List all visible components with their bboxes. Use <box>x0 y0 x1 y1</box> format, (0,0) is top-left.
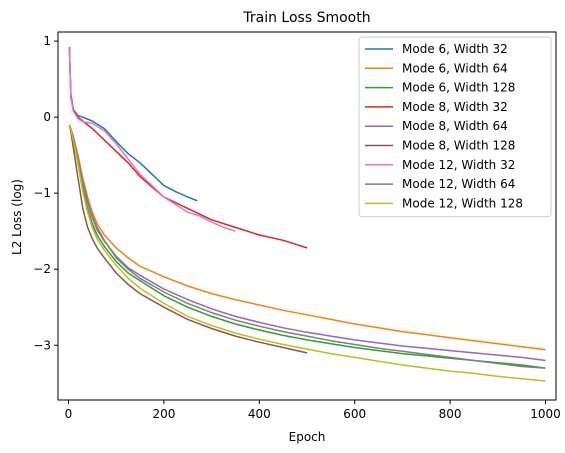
legend-entry: Mode 6, Width 128 <box>402 81 515 95</box>
series-line-9 <box>68 124 546 382</box>
legend-entry: Mode 12, Width 32 <box>402 158 515 172</box>
y-tick-label: −2 <box>33 262 51 276</box>
legend-entry: Mode 8, Width 64 <box>402 119 508 133</box>
x-tick-label: 1000 <box>530 407 561 421</box>
legend-box <box>358 36 552 218</box>
x-axis-label: Epoch <box>289 430 326 444</box>
series-line-3 <box>68 124 546 369</box>
series-line-2 <box>68 124 546 351</box>
series-line-7 <box>68 48 236 232</box>
legend-entry: Mode 8, Width 128 <box>402 139 515 153</box>
y-axis-label: L2 Loss (log) <box>10 179 24 255</box>
y-axis-ticks: 1 0 −1 −2 −3 <box>33 34 58 352</box>
legend-entry: Mode 6, Width 64 <box>402 61 508 75</box>
legend-entry: Mode 6, Width 32 <box>402 42 508 56</box>
x-tick-label: 800 <box>439 407 462 421</box>
plot-area <box>57 31 557 401</box>
x-tick-label: 200 <box>152 407 175 421</box>
chart-title: Train Loss Smooth <box>242 10 370 26</box>
series-layer <box>68 47 546 382</box>
legend: Mode 6, Width 32 Mode 6, Width 64 Mode 6, … <box>358 36 552 218</box>
x-tick-label: 400 <box>248 407 271 421</box>
y-tick-label: −3 <box>33 338 51 352</box>
series-line-4 <box>68 47 308 249</box>
legend-entry: Mode 12, Width 64 <box>402 177 515 191</box>
legend-entry: Mode 8, Width 32 <box>402 100 508 114</box>
axes-frame <box>57 31 557 401</box>
series-line-6 <box>68 124 308 354</box>
legend-entry: Mode 12, Width 128 <box>402 196 523 210</box>
x-axis-ticks: 0 200 400 600 800 1000 <box>65 400 561 421</box>
y-tick-label: 1 <box>43 34 51 48</box>
y-tick-label: 0 <box>43 110 51 124</box>
series-line-8 <box>68 124 546 369</box>
x-tick-label: 0 <box>65 407 73 421</box>
y-tick-label: −1 <box>33 186 51 200</box>
x-tick-label: 600 <box>343 407 366 421</box>
